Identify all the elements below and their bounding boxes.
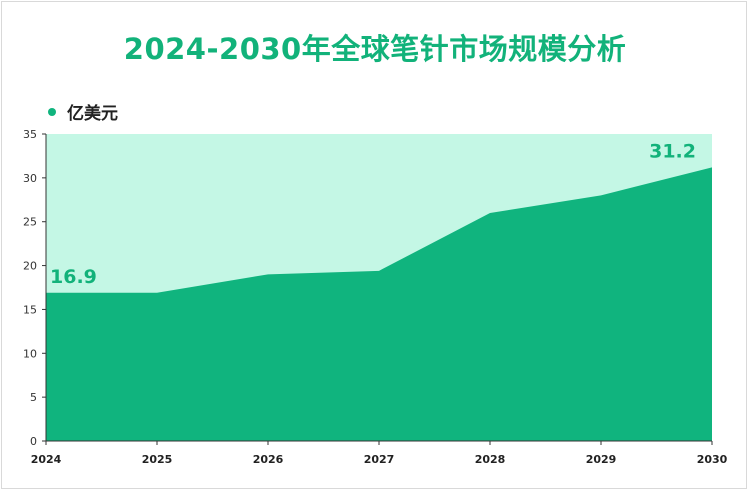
x-tick-label: 2030 (697, 453, 728, 466)
y-tick-label: 20 (23, 260, 37, 273)
chart-title: 2024-2030年全球笔针市场规模分析 (123, 32, 627, 66)
x-tick-label: 2027 (364, 453, 395, 466)
y-tick-label: 25 (23, 216, 37, 229)
legend-label: 亿美元 (67, 104, 118, 124)
x-tick-label: 2029 (586, 453, 617, 466)
y-tick-label: 10 (23, 347, 37, 360)
x-tick-label: 2028 (475, 453, 506, 466)
x-tick-label: 2026 (253, 453, 284, 466)
legend: 亿美元 (48, 99, 118, 124)
x-tick-label: 2024 (31, 453, 62, 466)
y-tick-label: 35 (23, 128, 37, 141)
data-label: 16.9 (50, 266, 97, 288)
y-tick-label: 0 (30, 435, 37, 448)
y-tick-label: 15 (23, 303, 37, 316)
legend-marker (48, 107, 56, 116)
series-area (46, 167, 712, 442)
x-tick-label: 2025 (142, 453, 173, 466)
y-tick-label: 30 (23, 172, 37, 185)
data-label: 31.2 (649, 140, 696, 162)
y-tick-label: 5 (30, 391, 37, 404)
